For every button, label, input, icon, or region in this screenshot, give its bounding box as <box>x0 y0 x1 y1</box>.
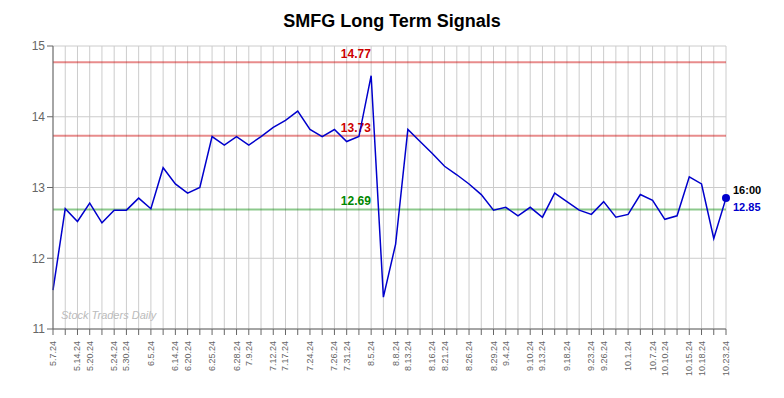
svg-text:6.14.24: 6.14.24 <box>170 341 180 371</box>
svg-text:9.23.24: 9.23.24 <box>586 341 596 371</box>
svg-text:10.7.24: 10.7.24 <box>648 341 658 371</box>
svg-text:6.25.24: 6.25.24 <box>207 341 217 371</box>
svg-text:6.28.24: 6.28.24 <box>232 341 242 371</box>
svg-text:8.16.24: 8.16.24 <box>427 341 437 371</box>
svg-text:8.26.24: 8.26.24 <box>464 341 474 371</box>
svg-text:10.23.24: 10.23.24 <box>721 341 731 376</box>
svg-text:12: 12 <box>32 252 46 266</box>
svg-text:8.21.24: 8.21.24 <box>440 341 450 371</box>
svg-text:9.4.24: 9.4.24 <box>501 341 511 366</box>
svg-text:9.13.24: 9.13.24 <box>537 341 547 371</box>
svg-text:12.85: 12.85 <box>733 201 761 213</box>
svg-text:16:00: 16:00 <box>733 184 761 196</box>
svg-text:10.10.24: 10.10.24 <box>660 341 670 376</box>
svg-text:13.73: 13.73 <box>341 121 371 135</box>
svg-text:15: 15 <box>32 39 46 53</box>
svg-text:5.7.24: 5.7.24 <box>48 341 58 366</box>
svg-text:10.15.24: 10.15.24 <box>684 341 694 376</box>
svg-text:7.9.24: 7.9.24 <box>244 341 254 366</box>
svg-text:10.1.24: 10.1.24 <box>623 341 633 371</box>
svg-text:8.13.24: 8.13.24 <box>403 341 413 371</box>
svg-text:7.24.24: 7.24.24 <box>305 341 315 371</box>
svg-text:12.69: 12.69 <box>341 194 371 208</box>
svg-text:5.20.24: 5.20.24 <box>85 341 95 371</box>
svg-text:6.20.24: 6.20.24 <box>183 341 193 371</box>
svg-text:7.12.24: 7.12.24 <box>268 341 278 371</box>
svg-text:9.26.24: 9.26.24 <box>599 341 609 371</box>
svg-text:8.8.24: 8.8.24 <box>391 341 401 366</box>
svg-text:6.5.24: 6.5.24 <box>146 341 156 366</box>
svg-text:9.18.24: 9.18.24 <box>562 341 572 371</box>
svg-text:7.31.24: 7.31.24 <box>342 341 352 371</box>
svg-text:14: 14 <box>32 110 46 124</box>
svg-text:7.17.24: 7.17.24 <box>280 341 290 371</box>
svg-text:13: 13 <box>32 181 46 195</box>
html-text:Stock Traders Daily: Stock Traders Daily <box>61 309 157 321</box>
svg-text:9.10.24: 9.10.24 <box>525 341 535 371</box>
svg-text:5.24.24: 5.24.24 <box>109 341 119 371</box>
html-text:SMFG Long Term Signals: SMFG Long Term Signals <box>283 11 501 31</box>
svg-text:11: 11 <box>33 322 46 336</box>
svg-text:10.18.24: 10.18.24 <box>697 341 707 376</box>
svg-text:14.77: 14.77 <box>341 47 371 61</box>
svg-text:5.14.24: 5.14.24 <box>72 341 82 371</box>
svg-text:8.29.24: 8.29.24 <box>489 341 499 371</box>
svg-text:8.5.24: 8.5.24 <box>366 341 376 366</box>
svg-text:5.30.24: 5.30.24 <box>121 341 131 371</box>
svg-text:7.26.24: 7.26.24 <box>329 341 339 371</box>
